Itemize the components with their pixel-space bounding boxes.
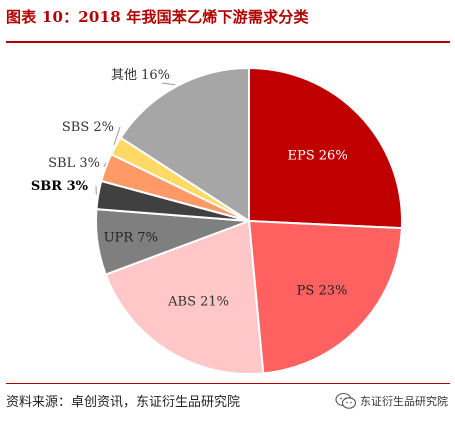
title-rule (6, 41, 450, 43)
pie-label-8: 其他 16% (111, 68, 170, 83)
pie-label-5: SBR 3% (31, 179, 89, 194)
pie-labels: EPS 26% PS 23% ABS 21% UPR 7% SBR 3% SBL 3% SB… (31, 68, 348, 309)
pie-label-1: EPS 26% (288, 149, 348, 164)
pie-slice-2 (247, 219, 403, 375)
wechat-icon (335, 392, 357, 409)
pie-slice-8 (119, 66, 250, 223)
brand-text: 东证衍生品研究院 (360, 395, 448, 408)
pie-leader-lines (95, 82, 176, 195)
pie-slice-3 (104, 219, 265, 375)
pie-label-3: ABS 21% (167, 294, 229, 309)
pie-label-4: UPR 7% (104, 231, 158, 246)
pie-slices (95, 66, 403, 375)
source-note: 资料来源：卓创资讯，东证衍生品研究院 (6, 395, 241, 410)
chart-title: 图表 10：2018 年我国苯乙烯下游需求分类 (6, 8, 309, 26)
pie-slice-1 (248, 66, 403, 230)
leader-line-6 (103, 162, 107, 167)
pie-label-2: PS 23% (297, 284, 348, 299)
pie-label-6: SBL 3% (48, 156, 100, 171)
leader-line-7 (113, 126, 121, 146)
footer-rule (6, 383, 450, 384)
brand: 东证衍生品研究院 (335, 391, 448, 411)
pie-label-7: SBS 2% (62, 120, 114, 135)
leader-line-8 (161, 82, 176, 86)
pie-chart: EPS 26% PS 23% ABS 21% UPR 7% SBR 3% SBL 3% SB… (31, 66, 403, 375)
